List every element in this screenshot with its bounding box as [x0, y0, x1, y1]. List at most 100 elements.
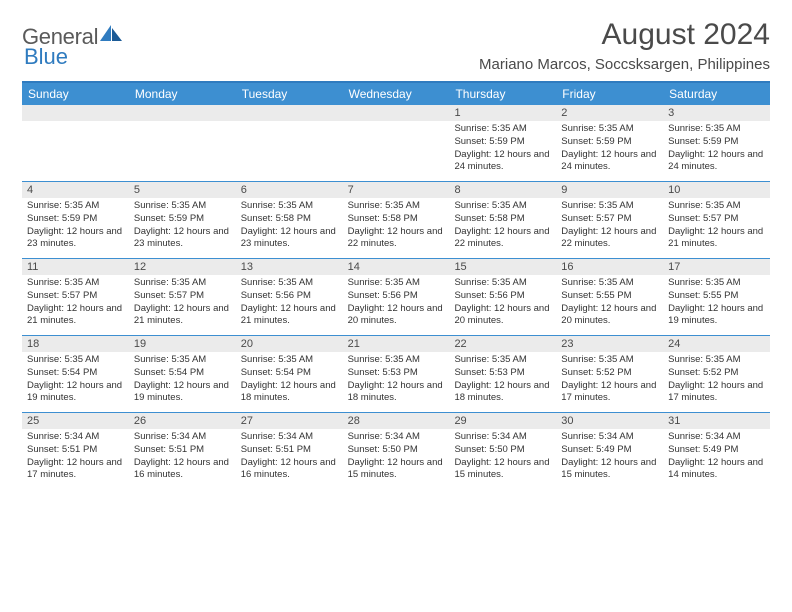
daylight-text: Daylight: 12 hours and 19 minutes. [134, 380, 231, 406]
day-detail: Sunrise: 5:35 AMSunset: 5:53 PMDaylight:… [449, 352, 556, 412]
weekday-monday: Monday [129, 83, 236, 105]
day-detail: Sunrise: 5:35 AMSunset: 5:54 PMDaylight:… [129, 352, 236, 412]
day-detail: Sunrise: 5:34 AMSunset: 5:49 PMDaylight:… [663, 429, 770, 489]
sunset-text: Sunset: 5:58 PM [454, 213, 551, 226]
day-detail: Sunrise: 5:35 AMSunset: 5:59 PMDaylight:… [663, 121, 770, 181]
day-number: 22 [449, 336, 556, 352]
day-detail [343, 121, 450, 181]
daylight-text: Daylight: 12 hours and 18 minutes. [454, 380, 551, 406]
daylight-text: Daylight: 12 hours and 21 minutes. [27, 303, 124, 329]
day-number: 13 [236, 259, 343, 275]
sunset-text: Sunset: 5:59 PM [27, 213, 124, 226]
detail-strip: Sunrise: 5:35 AMSunset: 5:59 PMDaylight:… [22, 121, 770, 181]
sunrise-text: Sunrise: 5:35 AM [27, 200, 124, 213]
sunset-text: Sunset: 5:57 PM [668, 213, 765, 226]
daylight-text: Daylight: 12 hours and 15 minutes. [454, 457, 551, 483]
day-detail: Sunrise: 5:35 AMSunset: 5:55 PMDaylight:… [556, 275, 663, 335]
title-block: August 2024 Mariano Marcos, Soccsksargen… [479, 18, 770, 73]
location: Mariano Marcos, Soccsksargen, Philippine… [479, 56, 770, 73]
sunrise-text: Sunrise: 5:35 AM [561, 277, 658, 290]
day-number: 10 [663, 182, 770, 198]
sunrise-text: Sunrise: 5:35 AM [454, 277, 551, 290]
sunrise-text: Sunrise: 5:35 AM [348, 354, 445, 367]
daylight-text: Daylight: 12 hours and 19 minutes. [27, 380, 124, 406]
sunset-text: Sunset: 5:51 PM [134, 444, 231, 457]
daylight-text: Daylight: 12 hours and 22 minutes. [348, 226, 445, 252]
sunset-text: Sunset: 5:50 PM [454, 444, 551, 457]
day-detail: Sunrise: 5:35 AMSunset: 5:57 PMDaylight:… [556, 198, 663, 258]
sunset-text: Sunset: 5:56 PM [454, 290, 551, 303]
sunrise-text: Sunrise: 5:35 AM [134, 200, 231, 213]
day-number: 5 [129, 182, 236, 198]
sunrise-text: Sunrise: 5:35 AM [241, 200, 338, 213]
sunset-text: Sunset: 5:59 PM [668, 136, 765, 149]
day-number: 27 [236, 413, 343, 429]
day-detail: Sunrise: 5:35 AMSunset: 5:57 PMDaylight:… [663, 198, 770, 258]
sunset-text: Sunset: 5:49 PM [668, 444, 765, 457]
day-detail: Sunrise: 5:35 AMSunset: 5:52 PMDaylight:… [556, 352, 663, 412]
daylight-text: Daylight: 12 hours and 24 minutes. [454, 149, 551, 175]
sunrise-text: Sunrise: 5:35 AM [561, 123, 658, 136]
sunrise-text: Sunrise: 5:35 AM [134, 277, 231, 290]
sunrise-text: Sunrise: 5:35 AM [348, 277, 445, 290]
detail-strip: Sunrise: 5:34 AMSunset: 5:51 PMDaylight:… [22, 429, 770, 489]
day-detail: Sunrise: 5:35 AMSunset: 5:54 PMDaylight:… [236, 352, 343, 412]
day-number: 2 [556, 105, 663, 121]
daylight-text: Daylight: 12 hours and 24 minutes. [668, 149, 765, 175]
daylight-text: Daylight: 12 hours and 15 minutes. [561, 457, 658, 483]
sunset-text: Sunset: 5:51 PM [27, 444, 124, 457]
sunset-text: Sunset: 5:59 PM [561, 136, 658, 149]
day-detail [236, 121, 343, 181]
day-detail: Sunrise: 5:34 AMSunset: 5:49 PMDaylight:… [556, 429, 663, 489]
daylight-text: Daylight: 12 hours and 16 minutes. [241, 457, 338, 483]
sunrise-text: Sunrise: 5:34 AM [348, 431, 445, 444]
day-detail: Sunrise: 5:35 AMSunset: 5:57 PMDaylight:… [129, 275, 236, 335]
daylight-text: Daylight: 12 hours and 20 minutes. [348, 303, 445, 329]
day-detail: Sunrise: 5:34 AMSunset: 5:51 PMDaylight:… [22, 429, 129, 489]
sunrise-text: Sunrise: 5:34 AM [134, 431, 231, 444]
week-row: 45678910Sunrise: 5:35 AMSunset: 5:59 PMD… [22, 181, 770, 258]
sunset-text: Sunset: 5:54 PM [241, 367, 338, 380]
daynum-strip: 25262728293031 [22, 413, 770, 429]
day-detail: Sunrise: 5:35 AMSunset: 5:58 PMDaylight:… [343, 198, 450, 258]
daylight-text: Daylight: 12 hours and 19 minutes. [668, 303, 765, 329]
daylight-text: Daylight: 12 hours and 21 minutes. [668, 226, 765, 252]
daylight-text: Daylight: 12 hours and 23 minutes. [241, 226, 338, 252]
day-detail: Sunrise: 5:35 AMSunset: 5:59 PMDaylight:… [556, 121, 663, 181]
day-number [343, 105, 450, 121]
daylight-text: Daylight: 12 hours and 22 minutes. [561, 226, 658, 252]
daylight-text: Daylight: 12 hours and 20 minutes. [454, 303, 551, 329]
day-number: 19 [129, 336, 236, 352]
sunrise-text: Sunrise: 5:35 AM [241, 354, 338, 367]
daylight-text: Daylight: 12 hours and 16 minutes. [134, 457, 231, 483]
daylight-text: Daylight: 12 hours and 17 minutes. [668, 380, 765, 406]
sunset-text: Sunset: 5:54 PM [134, 367, 231, 380]
weekday-header-row: Sunday Monday Tuesday Wednesday Thursday… [22, 83, 770, 105]
sunrise-text: Sunrise: 5:35 AM [668, 200, 765, 213]
daylight-text: Daylight: 12 hours and 21 minutes. [134, 303, 231, 329]
sunrise-text: Sunrise: 5:35 AM [561, 354, 658, 367]
day-number: 7 [343, 182, 450, 198]
day-detail [129, 121, 236, 181]
sunrise-text: Sunrise: 5:35 AM [668, 123, 765, 136]
weekday-sunday: Sunday [22, 83, 129, 105]
calendar: Sunday Monday Tuesday Wednesday Thursday… [22, 81, 770, 489]
day-number: 23 [556, 336, 663, 352]
day-detail [22, 121, 129, 181]
daynum-strip: 123 [22, 105, 770, 121]
day-number: 16 [556, 259, 663, 275]
day-detail: Sunrise: 5:35 AMSunset: 5:58 PMDaylight:… [236, 198, 343, 258]
day-detail: Sunrise: 5:34 AMSunset: 5:50 PMDaylight:… [343, 429, 450, 489]
sunset-text: Sunset: 5:58 PM [241, 213, 338, 226]
daynum-strip: 18192021222324 [22, 336, 770, 352]
day-detail: Sunrise: 5:35 AMSunset: 5:56 PMDaylight:… [449, 275, 556, 335]
day-number: 9 [556, 182, 663, 198]
day-number [129, 105, 236, 121]
sunset-text: Sunset: 5:59 PM [454, 136, 551, 149]
day-detail: Sunrise: 5:35 AMSunset: 5:55 PMDaylight:… [663, 275, 770, 335]
month-title: August 2024 [479, 18, 770, 52]
daylight-text: Daylight: 12 hours and 18 minutes. [348, 380, 445, 406]
week-row: 11121314151617Sunrise: 5:35 AMSunset: 5:… [22, 258, 770, 335]
sunset-text: Sunset: 5:52 PM [561, 367, 658, 380]
sunrise-text: Sunrise: 5:34 AM [27, 431, 124, 444]
